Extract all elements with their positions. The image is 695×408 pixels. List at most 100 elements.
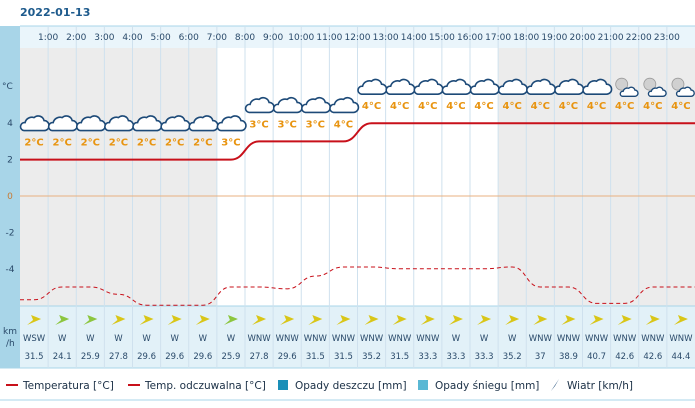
wind-direction-label: WNW — [641, 334, 665, 344]
wind-arrow-icon — [617, 315, 632, 325]
wind-speed-label: 29.6 — [278, 352, 297, 362]
moon-shape — [615, 77, 629, 91]
arrow-shape — [420, 315, 435, 325]
y-tick-label: -4 — [6, 265, 15, 275]
arrow-shape — [195, 315, 210, 325]
hour-label: 17:00 — [485, 33, 511, 43]
hour-label: 11:00 — [316, 33, 342, 43]
wind-direction-label: W — [170, 334, 179, 344]
temperature-value-label: 2°C — [109, 138, 128, 149]
hour-label: 16:00 — [457, 33, 483, 43]
wind-speed-label: 29.6 — [137, 352, 156, 362]
wind-direction-label: W — [480, 334, 489, 344]
wind-speed-label: 44.4 — [671, 352, 690, 362]
wind-direction-label: WNW — [416, 334, 440, 344]
arrow-shape — [505, 315, 520, 325]
wind-speed-label: 31.5 — [334, 352, 353, 362]
temperature-value-label: 4°C — [474, 101, 493, 112]
hour-label: 15:00 — [429, 33, 455, 43]
wind-direction-label: W — [142, 334, 151, 344]
cloud-shape — [329, 96, 360, 114]
arrow-shape — [280, 315, 295, 325]
temperature-value-label: 3°C — [221, 138, 240, 149]
wind-direction-label: WNW — [332, 334, 356, 344]
legend-box-swatch — [278, 380, 288, 390]
wind-arrow-icon — [139, 315, 154, 325]
temperature-value-label: 2°C — [193, 138, 212, 149]
hour-label: 5:00 — [151, 33, 171, 43]
moon-shape — [671, 77, 685, 91]
cloud-icon — [582, 78, 613, 95]
series-lines — [20, 122, 695, 306]
wind-speed-label: 25.9 — [221, 352, 240, 362]
wind-direction-label: WNW — [304, 334, 328, 344]
wind-speed-label: 33.3 — [446, 352, 465, 362]
wind-speed-label: 42.6 — [643, 352, 662, 362]
wind-direction-label: W — [86, 334, 95, 344]
temperature-value-label: 3°C — [306, 119, 325, 130]
hour-label: 22:00 — [626, 33, 652, 43]
wind-speed-label: 42.6 — [615, 352, 634, 362]
cloud-moon-icon — [643, 77, 667, 97]
wind-speed-label: 40.7 — [587, 352, 606, 362]
wind-arrow-icon — [167, 315, 182, 325]
grid — [20, 26, 695, 368]
arrow-shape — [645, 315, 660, 325]
legend-label: Temp. odczuwalna [°C] — [144, 380, 266, 392]
hour-label: 2:00 — [66, 33, 86, 43]
cloud-moon-icon — [671, 77, 695, 97]
wind-direction-label: WNW — [388, 334, 412, 344]
y-tick-label: 4 — [7, 119, 13, 129]
wind-arrow-icon — [561, 315, 576, 325]
wind-arrow-icon — [55, 315, 70, 325]
arrow-shape — [55, 315, 70, 325]
hour-label: 23:00 — [654, 33, 680, 43]
temperature-value-label: 4°C — [615, 101, 634, 112]
wind-unit-h: /h — [6, 339, 15, 349]
temperature-value-label: 2°C — [81, 138, 100, 149]
cloud-icon — [329, 96, 360, 114]
hour-label: 8:00 — [235, 33, 255, 43]
night-band — [20, 48, 217, 306]
hour-label: 1:00 — [38, 33, 58, 43]
cloud-icon — [216, 115, 247, 132]
wind-speed-label: 35.2 — [362, 352, 381, 362]
arrow-shape — [83, 315, 98, 325]
arrow-shape — [167, 315, 182, 325]
temperature-value-label: 4°C — [334, 119, 353, 130]
temperature-value-label: 3°C — [249, 119, 268, 130]
wind-direction-label: WNW — [247, 334, 271, 344]
wind-speed-label: 27.8 — [250, 352, 269, 362]
cloud-shape — [647, 86, 667, 97]
wind-direction-label: WNW — [669, 334, 693, 344]
arrow-shape — [252, 315, 267, 325]
temperature-value-label: 4°C — [503, 101, 522, 112]
arrow-shape — [533, 315, 548, 325]
temperature-value-label: 2°C — [165, 138, 184, 149]
arrow-shape — [589, 315, 604, 325]
wind-direction-label: WNW — [613, 334, 637, 344]
hour-axis: 1:00 2:00 3:00 4:00 5:00 6:00 7:00 8:00 9:00 10:0… — [38, 33, 680, 43]
wind-speed-label: 31.5 — [25, 352, 44, 362]
arrow-shape — [448, 315, 463, 325]
y-tick-label: 0 — [7, 192, 13, 202]
wind-direction-label: W — [508, 334, 517, 344]
legend-label: Opady deszczu [mm] — [295, 380, 407, 392]
hour-label: 4:00 — [122, 33, 142, 43]
date-label: 2022-01-13 — [20, 6, 90, 19]
hour-label: 19:00 — [541, 33, 567, 43]
legend: Temperatura [°C] Temp. odczuwalna [°C] Opa… — [0, 379, 695, 401]
wind-speed-label: 24.1 — [53, 352, 72, 362]
temperature-value-label: 2°C — [53, 138, 72, 149]
temperature-value-label: 3°C — [278, 119, 297, 130]
wind-direction-label: W — [452, 334, 461, 344]
cloud-shape — [619, 86, 639, 97]
arrow-shape — [308, 315, 323, 325]
arrow-shape — [139, 315, 154, 325]
temperature-value-label: 4°C — [418, 101, 437, 112]
wind-arrow-icon — [252, 315, 267, 325]
wind-arrow-icon — [364, 315, 379, 325]
hour-label: 10:00 — [288, 33, 314, 43]
wind-arrow-icon — [673, 315, 688, 325]
